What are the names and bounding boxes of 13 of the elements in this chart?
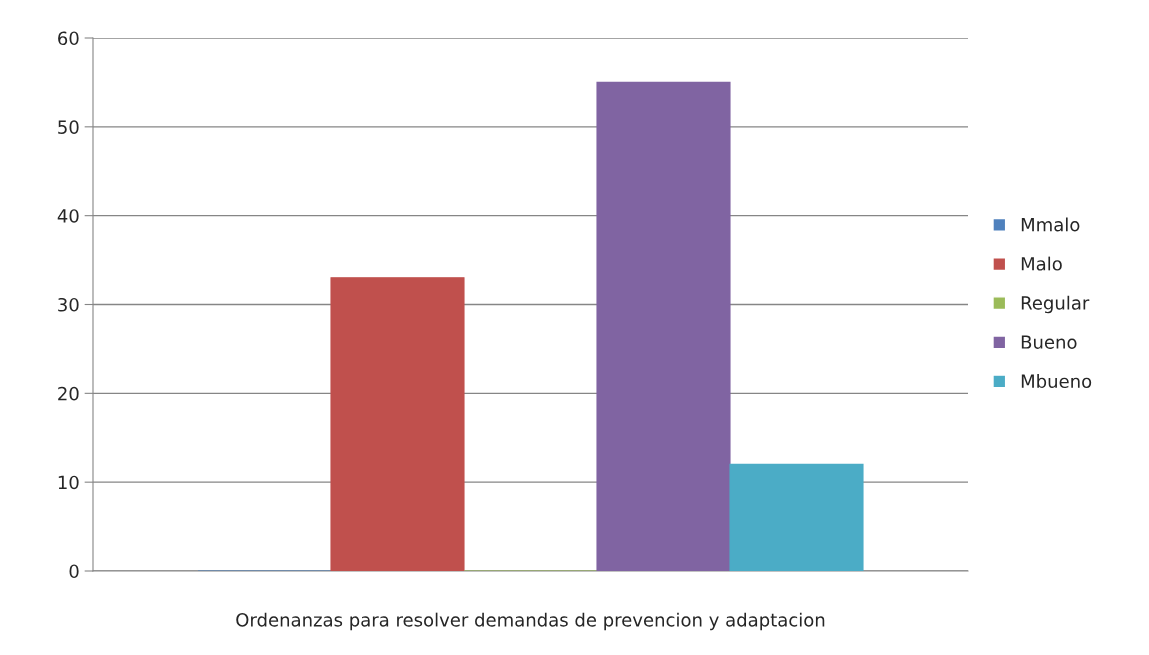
legend-label: Mmalo [1021, 217, 1080, 232]
y-tick-label: 10 [58, 475, 79, 490]
legend-label: Mbueno [1021, 374, 1092, 389]
y-tick-label: 0 [69, 564, 79, 579]
y-tick-label: 30 [58, 297, 79, 312]
y-tick-label: 40 [57, 209, 79, 223]
y-tick-label: 20 [58, 386, 79, 401]
y-tick-label: 60 [58, 31, 79, 46]
x-tick-label: Ordenanzas para resolver demandas de prevencion y adaptacion [236, 612, 825, 631]
legend-label: Bueno [1021, 335, 1077, 349]
legend-label: Regular [1021, 295, 1090, 314]
legend-label: Malo [1021, 256, 1062, 271]
y-tick-label: 50 [58, 120, 79, 134]
